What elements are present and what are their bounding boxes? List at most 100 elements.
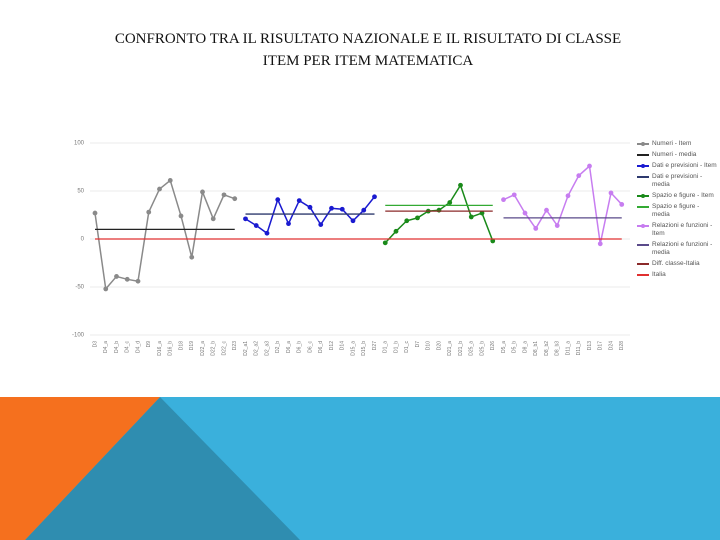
x-tick-label: D25_a	[469, 341, 475, 356]
x-tick-label: D19	[189, 341, 195, 350]
legend-item: Dati e previsioni - Item	[637, 162, 717, 170]
x-tick-label: D2_b	[275, 341, 281, 353]
series-line	[503, 164, 623, 244]
data-point	[436, 207, 442, 213]
data-point	[264, 230, 270, 236]
deco-teal	[25, 397, 300, 540]
data-point	[318, 222, 324, 228]
legend-swatch	[637, 274, 649, 276]
x-tick-label: D10	[426, 341, 432, 350]
x-tick-label: D5_a	[501, 341, 507, 353]
deco-orange	[0, 397, 160, 540]
data-point	[511, 192, 517, 198]
legend-swatch	[637, 176, 649, 178]
x-tick-label: D24	[608, 341, 614, 350]
x-tick-label: D8_b3	[555, 341, 561, 356]
data-point	[232, 196, 238, 202]
data-point	[544, 207, 549, 213]
data-point	[167, 178, 173, 183]
data-point	[587, 163, 592, 169]
data-point	[178, 213, 184, 219]
legend-label: Italia	[652, 271, 666, 278]
legend-swatch	[637, 193, 649, 198]
data-point	[479, 210, 485, 216]
legend-label: Dati e previsioni - media	[652, 173, 703, 188]
x-tick-label: D22_b	[211, 341, 217, 356]
x-tick-label: D23	[232, 341, 238, 350]
x-tick-label: D4_c	[125, 341, 131, 353]
legend-marker	[641, 163, 645, 168]
legend-swatch	[637, 244, 649, 246]
x-tick-label: D1_a	[383, 341, 389, 353]
series-line	[384, 183, 494, 244]
legend-swatch	[637, 141, 649, 146]
y-tick-label: -100	[72, 333, 85, 339]
legend-item: Numeri - media	[637, 151, 717, 159]
legend-item: Spazio e figure - media	[637, 203, 717, 219]
legend-label: Numeri - media	[652, 151, 697, 158]
x-tick-label: D2_a3	[264, 341, 270, 356]
x-tick-label: D6_d	[318, 341, 324, 353]
data-point	[296, 198, 302, 204]
x-tick-label: D15_b	[361, 341, 367, 356]
x-tick-label: D8_b1	[533, 341, 539, 356]
data-point	[447, 200, 453, 205]
x-tick-label: D17	[598, 341, 604, 350]
title-line: CONFRONTO TRA IL RISULTATO NAZIONALE E I…	[114, 31, 622, 47]
legend-item: Relazioni e funzioni - media	[637, 241, 717, 257]
data-point	[135, 278, 141, 284]
data-point	[576, 173, 582, 179]
x-tick-label: D26	[490, 341, 496, 350]
x-tick-label: D25_b	[479, 341, 485, 356]
legend-label: Diff. classe-Italia	[652, 260, 700, 267]
data-point	[350, 218, 356, 224]
data-point	[275, 197, 281, 203]
data-point	[253, 223, 259, 228]
x-tick-label: D7	[415, 341, 421, 348]
data-point	[221, 192, 227, 198]
data-point	[200, 189, 205, 195]
legend-item: Spazio e figure - Item	[637, 192, 717, 200]
data-point	[243, 216, 248, 222]
data-point	[501, 197, 506, 203]
x-tick-label: D20	[436, 341, 442, 350]
data-point	[565, 193, 571, 199]
data-point	[522, 210, 528, 216]
data-point	[210, 216, 216, 222]
data-point	[286, 221, 291, 227]
x-tick-label: D6_a	[286, 341, 292, 353]
series-line	[94, 179, 236, 291]
data-point	[361, 207, 367, 213]
legend-marker	[641, 193, 645, 198]
x-tick-label: D21_b	[458, 341, 464, 356]
data-point	[404, 218, 410, 224]
y-tick-label: 0	[81, 237, 85, 243]
legend: Numeri - Item Numeri - media Dati e previs…	[637, 140, 717, 282]
x-tick-label: D11_b	[576, 341, 582, 356]
data-point	[533, 226, 539, 231]
x-tick-label: D4_d	[135, 341, 141, 353]
data-point	[490, 238, 496, 244]
legend-swatch	[637, 223, 649, 228]
data-point	[189, 254, 195, 260]
data-point	[415, 215, 420, 221]
data-point	[608, 190, 614, 196]
legend-marker	[641, 223, 645, 228]
x-tick-label: D14	[340, 341, 346, 350]
title-line: ITEM PER ITEM MATEMATICA	[262, 53, 474, 69]
data-point	[382, 240, 388, 246]
chart-title: CONFRONTO TRA IL RISULTATO NAZIONALE E I…	[0, 28, 720, 72]
legend-item: Numeri - Item	[637, 140, 717, 148]
data-point	[339, 206, 345, 212]
data-point	[103, 286, 109, 292]
x-tick-label: D4_a	[103, 341, 109, 353]
x-tick-label: D6_b	[297, 341, 303, 353]
data-point	[124, 276, 130, 282]
legend-marker	[641, 141, 645, 146]
x-tick-label: D15_a	[350, 341, 356, 356]
x-tick-label: D4_b	[114, 341, 120, 353]
x-tick-label: D1_c	[404, 341, 410, 353]
x-tick-label: D2_a1	[243, 341, 249, 356]
